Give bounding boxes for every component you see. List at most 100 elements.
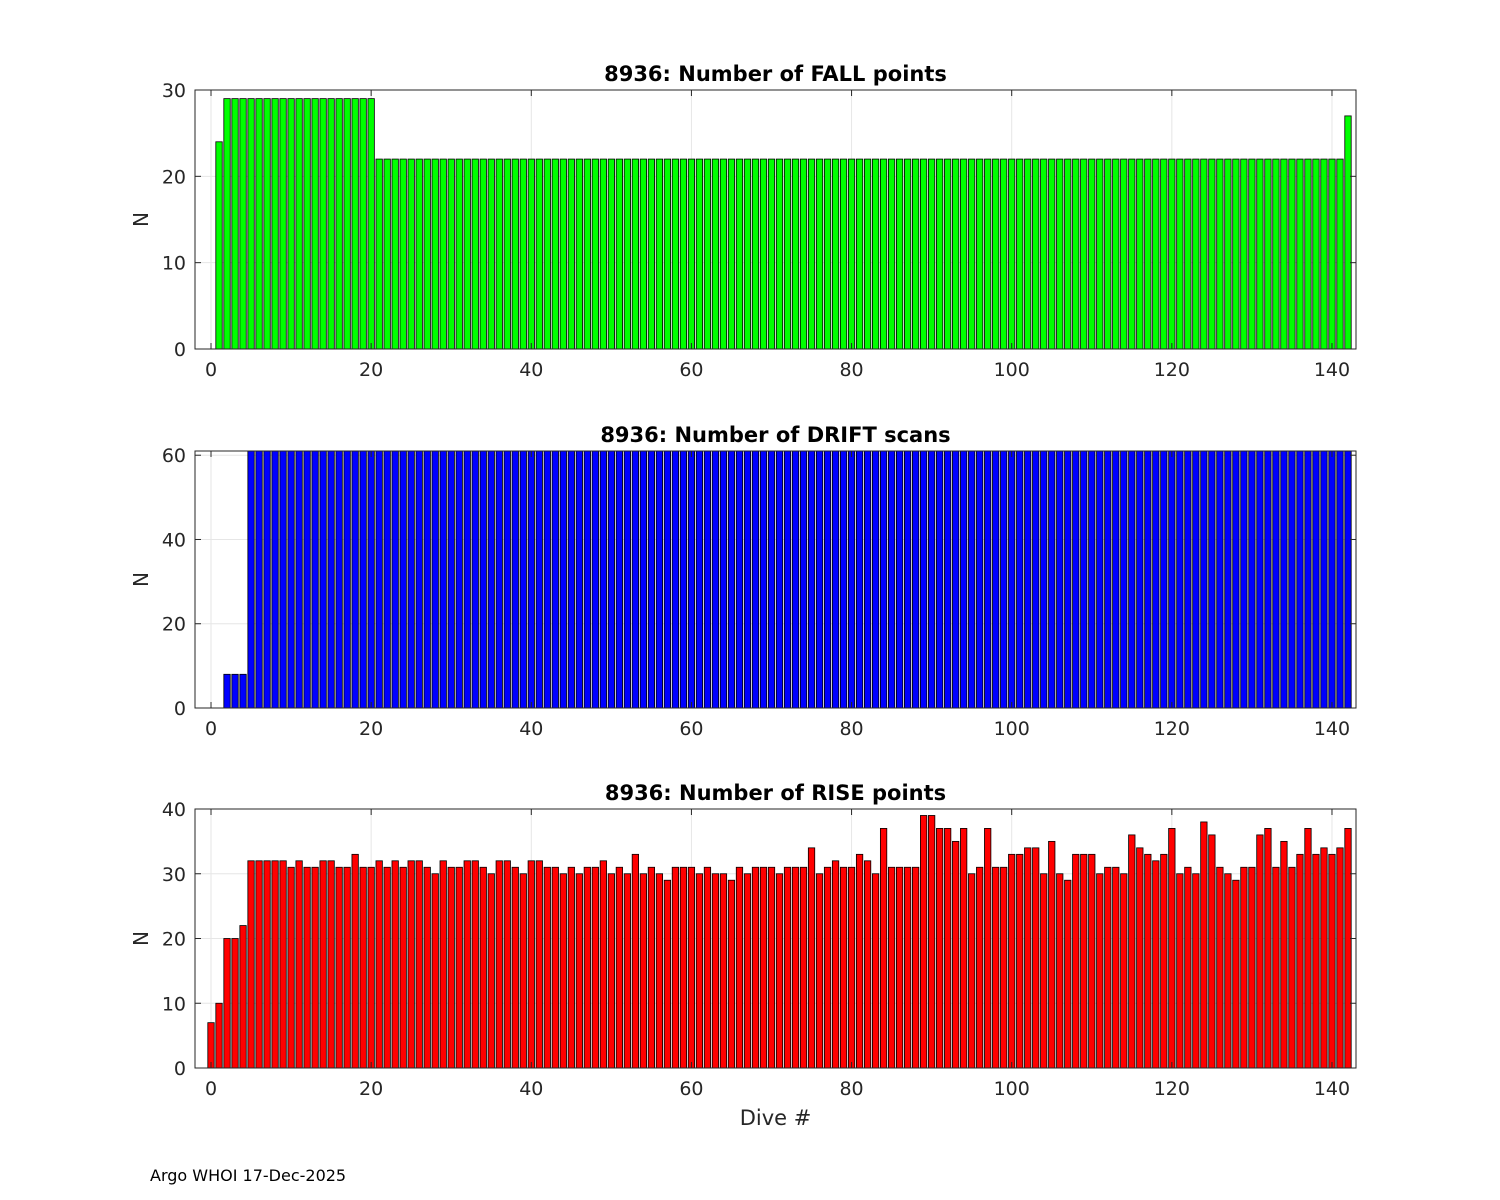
bar <box>239 925 247 1069</box>
bar <box>271 450 279 709</box>
bar <box>1344 828 1352 1069</box>
bar <box>663 450 672 709</box>
bar <box>479 450 487 709</box>
x-tick-label: 120 <box>1154 1078 1190 1100</box>
bar <box>1184 866 1192 1069</box>
bar <box>719 873 728 1069</box>
bar <box>239 98 247 350</box>
bar <box>639 450 647 709</box>
bar <box>335 866 343 1069</box>
bar <box>888 866 896 1069</box>
bar <box>663 158 672 350</box>
bar <box>863 158 872 350</box>
bar <box>303 866 311 1069</box>
bar <box>823 866 832 1069</box>
bar <box>1272 158 1280 350</box>
bar <box>1280 158 1288 350</box>
bar <box>807 450 816 709</box>
bar <box>1328 450 1336 709</box>
bar <box>695 158 704 350</box>
bar <box>447 158 455 350</box>
bar <box>1192 873 1200 1069</box>
bar <box>1208 158 1216 350</box>
bar <box>807 158 816 350</box>
bar <box>391 450 399 709</box>
bar <box>1056 158 1064 350</box>
bar <box>847 866 856 1069</box>
bar <box>623 158 631 350</box>
bar <box>1344 450 1352 709</box>
bar <box>1008 853 1016 1069</box>
bar <box>431 873 439 1069</box>
bar <box>551 450 559 709</box>
bar <box>207 1022 215 1069</box>
bar <box>439 450 447 709</box>
bar <box>471 860 479 1069</box>
bar <box>711 873 720 1069</box>
bar <box>1072 853 1080 1069</box>
bar <box>960 828 968 1069</box>
bar <box>1192 158 1200 350</box>
drift-scans-panel: 0 20 40 60 80 100 120 140 0 20 40 60 8936: Number of… <box>129 423 1357 740</box>
bar <box>1144 853 1152 1069</box>
bar <box>359 866 367 1069</box>
y-tick-label: 30 <box>162 864 186 886</box>
bar <box>575 158 583 350</box>
bar <box>695 450 704 709</box>
chart-title: 8936: Number of FALL points <box>604 62 947 86</box>
bar <box>583 450 591 709</box>
bar <box>679 158 688 350</box>
x-tick-label: 20 <box>359 1078 383 1100</box>
bar <box>1240 450 1248 709</box>
bar <box>783 158 792 350</box>
bar <box>391 158 399 350</box>
bar <box>1088 450 1096 709</box>
bar <box>559 873 567 1069</box>
bar <box>703 450 712 709</box>
x-tick-label: 140 <box>1314 718 1350 740</box>
bar <box>1232 879 1240 1069</box>
bar <box>759 158 768 350</box>
bar <box>543 866 551 1069</box>
bar <box>247 860 255 1069</box>
bar <box>888 450 896 709</box>
bar <box>1048 158 1056 350</box>
bar <box>944 158 952 350</box>
bar <box>743 873 752 1069</box>
bar <box>375 450 383 709</box>
x-tick-label: 0 <box>205 718 217 740</box>
bar <box>255 98 263 350</box>
axes-frame <box>194 450 1357 709</box>
bar <box>960 158 968 350</box>
bar <box>415 860 423 1069</box>
bar <box>1336 158 1344 350</box>
bar <box>367 98 375 350</box>
bar <box>431 450 439 709</box>
bar <box>936 450 944 709</box>
x-tick-label: 80 <box>839 718 863 740</box>
bar <box>799 450 808 709</box>
x-tick-label: 0 <box>205 1078 217 1100</box>
bar <box>599 158 607 350</box>
bar <box>399 866 407 1069</box>
bar <box>1160 450 1168 709</box>
bar <box>255 450 263 709</box>
bar <box>471 450 479 709</box>
x-tick-label: 120 <box>1154 359 1190 381</box>
chart-title: 8936: Number of DRIFT scans <box>600 423 950 447</box>
bar <box>223 938 231 1069</box>
bar <box>1152 158 1160 350</box>
bar <box>575 873 583 1069</box>
bar <box>1224 873 1232 1069</box>
bar <box>343 450 351 709</box>
bar <box>535 450 543 709</box>
x-tick-label: 40 <box>519 359 543 381</box>
bar <box>543 450 551 709</box>
bar <box>1112 158 1120 350</box>
bar <box>920 450 928 709</box>
bar <box>1136 158 1144 350</box>
bar <box>623 450 631 709</box>
bar <box>807 847 816 1069</box>
bar <box>1216 866 1224 1069</box>
bar <box>687 866 696 1069</box>
